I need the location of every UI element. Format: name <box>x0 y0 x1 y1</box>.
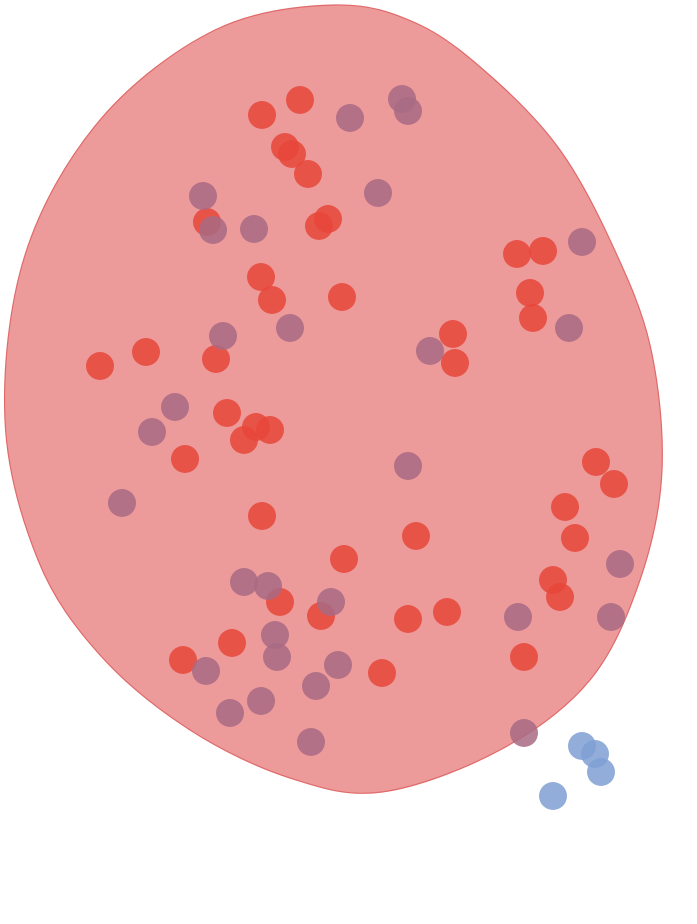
data-point <box>441 349 469 377</box>
data-point <box>199 216 227 244</box>
data-point <box>394 97 422 125</box>
data-point <box>132 338 160 366</box>
series-2 <box>108 85 634 756</box>
data-point <box>248 502 276 530</box>
data-point <box>286 86 314 114</box>
data-point <box>230 426 258 454</box>
series-3 <box>539 732 615 810</box>
data-point <box>433 598 461 626</box>
data-point <box>394 452 422 480</box>
data-point <box>568 228 596 256</box>
data-point <box>439 320 467 348</box>
data-point <box>510 643 538 671</box>
data-point <box>555 314 583 342</box>
data-point <box>138 418 166 446</box>
data-point <box>314 205 342 233</box>
data-point <box>394 605 422 633</box>
data-point <box>606 550 634 578</box>
data-point <box>597 603 625 631</box>
data-point <box>263 643 291 671</box>
data-point <box>551 493 579 521</box>
data-point <box>261 621 289 649</box>
data-point <box>510 719 538 747</box>
data-point <box>302 672 330 700</box>
data-point <box>169 646 197 674</box>
data-point <box>519 304 547 332</box>
cluster-region <box>3 4 663 794</box>
data-point <box>256 416 284 444</box>
points-layer <box>86 85 634 810</box>
data-point <box>600 470 628 498</box>
data-point <box>539 782 567 810</box>
data-point <box>192 657 220 685</box>
data-point <box>546 583 574 611</box>
data-point <box>561 524 589 552</box>
data-point <box>247 263 275 291</box>
data-point <box>254 572 282 600</box>
data-point <box>294 160 322 188</box>
data-point <box>161 393 189 421</box>
data-point <box>587 758 615 786</box>
data-point <box>364 179 392 207</box>
data-point <box>330 545 358 573</box>
data-point <box>258 286 286 314</box>
data-point <box>278 140 306 168</box>
data-point <box>336 104 364 132</box>
data-point <box>582 448 610 476</box>
data-point <box>108 489 136 517</box>
data-point <box>324 651 352 679</box>
data-point <box>328 283 356 311</box>
data-point <box>216 699 244 727</box>
data-point <box>209 322 237 350</box>
data-point <box>368 659 396 687</box>
data-point <box>247 687 275 715</box>
data-point <box>240 215 268 243</box>
data-point <box>218 629 246 657</box>
data-point <box>171 445 199 473</box>
data-point <box>516 279 544 307</box>
data-point <box>402 522 430 550</box>
data-point <box>230 568 258 596</box>
data-point <box>86 352 114 380</box>
data-point <box>213 399 241 427</box>
data-point <box>504 603 532 631</box>
data-point <box>297 728 325 756</box>
data-point <box>416 337 444 365</box>
data-point <box>317 588 345 616</box>
data-point <box>248 101 276 129</box>
data-point <box>276 314 304 342</box>
data-point <box>202 345 230 373</box>
data-point <box>503 240 531 268</box>
data-point <box>189 182 217 210</box>
data-point <box>529 237 557 265</box>
